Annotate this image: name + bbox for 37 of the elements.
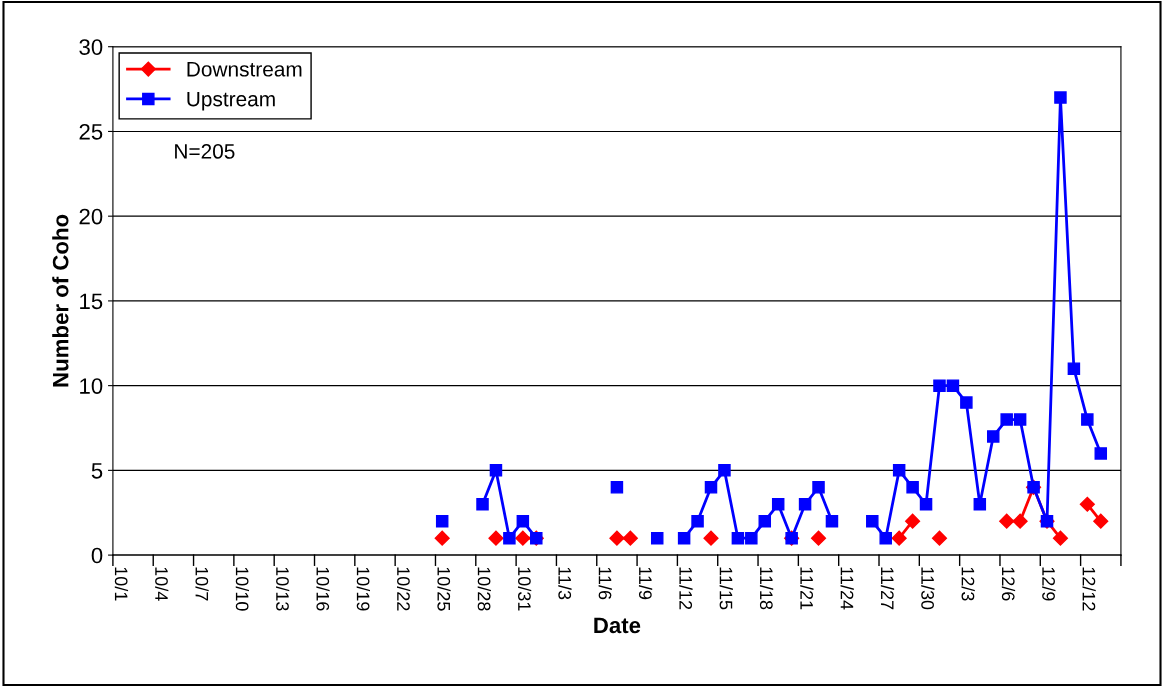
x-tick-label: 11/12	[679, 567, 693, 610]
x-tick-label: 10/1	[114, 567, 129, 601]
x-tick-label: 10/16	[316, 567, 330, 611]
x-tick-label: 11/15	[719, 567, 733, 610]
x-tick-label: 11/9	[638, 567, 653, 600]
annotation: N=205	[175, 144, 235, 159]
y-tick-label: 0	[91, 547, 103, 564]
x-tick-label: 11/27	[880, 567, 895, 610]
x-tick-label: 10/7	[195, 567, 209, 601]
y-tick-label: 15	[80, 293, 103, 310]
x-tick-label: 11/3	[558, 567, 572, 600]
x-tick-label: 11/30	[921, 567, 935, 610]
legend-label: Upstream	[187, 91, 275, 111]
y-tick-label: 10	[80, 378, 103, 394]
x-tick-label: 12/6	[1001, 567, 1016, 601]
x-tick-label: 11/21	[800, 567, 814, 610]
x-tick-label: 12/9	[1042, 567, 1056, 601]
x-tick-label: 10/31	[517, 567, 532, 611]
x-tick-label: 10/4	[155, 567, 169, 601]
x-tick-label: 10/10	[235, 567, 250, 611]
x-tick-label: 12/12	[1082, 567, 1096, 611]
y-tick-label: 30	[79, 39, 103, 55]
x-tick-label: 11/18	[759, 567, 774, 610]
y-axis-title: Number of Coho	[52, 214, 69, 387]
x-tick-label: 10/19	[356, 567, 370, 611]
x-tick-label: 12/3	[961, 567, 975, 601]
x-tick-label: 10/13	[276, 567, 290, 611]
y-tick-label: 5	[91, 463, 103, 479]
x-tick-label: 11/6	[598, 567, 612, 600]
x-tick-label: 11/24	[840, 567, 854, 610]
x-tick-label: 10/25	[437, 567, 451, 611]
legend-label: Downstream	[187, 62, 302, 77]
x-tick-label: 10/22	[397, 567, 411, 611]
x-tick-label: 10/28	[477, 567, 491, 611]
y-tick-label: 20	[79, 208, 103, 225]
y-tick-label: 25	[79, 123, 103, 140]
x-axis-title: Date	[594, 617, 641, 634]
